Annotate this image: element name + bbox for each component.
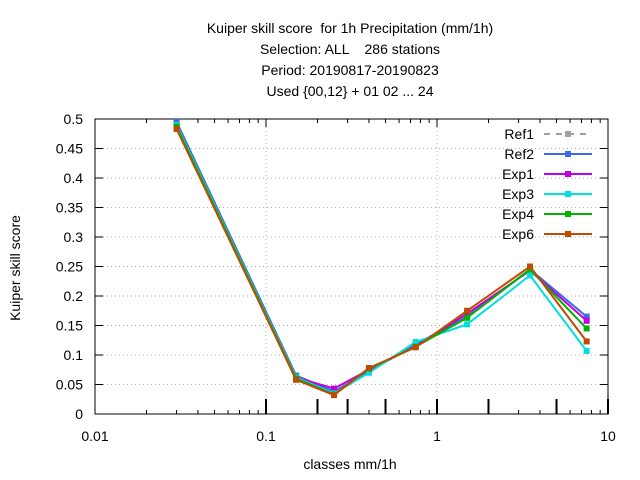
data-point-ref2	[583, 313, 590, 320]
legend-marker-exp3	[565, 191, 571, 197]
grid	[95, 119, 608, 414]
data-point-exp3	[527, 272, 534, 279]
series-line-exp6	[175, 128, 588, 397]
y-tick-label: 0.15	[56, 318, 83, 334]
chart-title-line-2: Selection: ALL 286 stations	[259, 41, 441, 57]
legend-label-exp6: Exp6	[502, 226, 534, 242]
y-tick-label: 0.35	[56, 200, 83, 216]
legend-label-exp3: Exp3	[502, 186, 534, 202]
data-point-exp6	[293, 376, 300, 383]
legend-label-exp4: Exp4	[502, 206, 534, 222]
y-tick-label: 0.2	[64, 288, 84, 304]
legend: Ref1 Ref2 Exp1 Exp3 Exp4 Exp6	[502, 126, 592, 242]
legend-marker-ref2	[565, 151, 571, 157]
data-point-exp6	[331, 392, 338, 399]
legend-marker-ref1	[565, 131, 571, 137]
legend-marker-exp1	[565, 171, 571, 177]
chart-title-line-1: Kuiper skill score for 1h Precipitation …	[206, 20, 494, 36]
plot-frame	[94, 118, 609, 415]
series-group	[173, 118, 590, 399]
data-point-exp1	[331, 385, 338, 392]
data-point-exp3	[583, 347, 590, 354]
data-point-exp1	[583, 317, 590, 324]
data-point-exp4	[583, 325, 590, 332]
data-point-exp6	[412, 344, 419, 351]
y-tick-label: 0.3	[64, 229, 84, 245]
data-point-exp3	[464, 321, 471, 328]
chart-title-line-3: Period: 20190817-20190823	[261, 62, 439, 78]
y-tick-label: 0.4	[64, 170, 84, 186]
x-tick-label: 1	[433, 428, 441, 444]
axes: 0 0.05 0.1 0.15 0.2 0.25 0.3 0.35 0.4 0.45 0.5 0.01…	[56, 111, 616, 444]
x-axis-label: classes mm/1h	[303, 456, 396, 472]
data-point-exp6	[583, 338, 590, 345]
legend-label-exp1: Exp1	[502, 166, 534, 182]
y-tick-label: 0	[75, 406, 83, 422]
data-point-exp3	[365, 369, 372, 376]
y-tick-label: 0.1	[64, 347, 84, 363]
data-point-exp6	[464, 307, 471, 314]
data-point-exp3	[412, 339, 419, 346]
y-tick-label: 0.25	[56, 259, 83, 275]
y-tick-label: 0.45	[56, 141, 83, 157]
y-axis-label: Kuiper skill score	[7, 215, 23, 321]
legend-marker-exp4	[565, 211, 571, 217]
data-point-exp4	[464, 314, 471, 321]
y-tick-label: 0.5	[64, 111, 84, 127]
chart-title-line-4: Used {00,12} + 01 02 ... 24	[266, 83, 434, 99]
legend-marker-exp6	[565, 231, 571, 237]
x-tick-label: 0.01	[81, 428, 108, 444]
x-tick-label: 0.1	[256, 428, 276, 444]
data-point-exp6	[173, 126, 180, 133]
legend-label-ref2: Ref2	[504, 146, 534, 162]
data-point-exp6	[527, 263, 534, 270]
legend-label-ref1: Ref1	[504, 126, 534, 142]
y-tick-label: 0.05	[56, 377, 83, 393]
x-tick-label: 10	[600, 428, 616, 444]
data-point-exp6	[365, 364, 372, 371]
